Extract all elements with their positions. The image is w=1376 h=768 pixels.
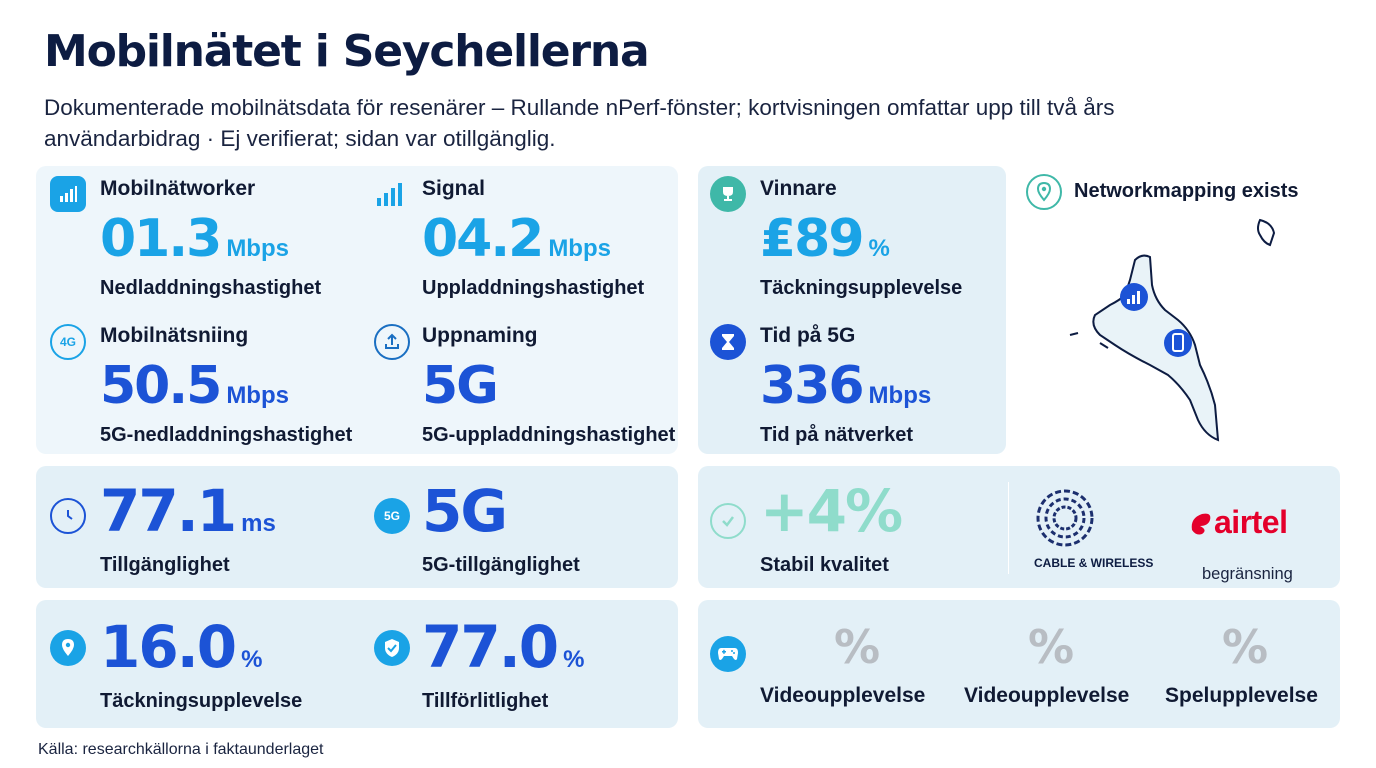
stat-sublabel: Tillförlitlighet <box>422 690 549 712</box>
stat-value: 77.1 ms <box>100 478 276 557</box>
airtel-note: begränsning <box>1202 565 1293 583</box>
hourglass-icon <box>710 324 746 360</box>
stat-unit: Mbps <box>548 235 611 262</box>
signal-bars-icon <box>50 176 86 212</box>
stat-value: 77.0% <box>422 614 584 693</box>
stat-value: 01.3 Mbps <box>100 209 289 279</box>
stat-unit: % <box>563 646 585 673</box>
clock-icon <box>50 498 86 534</box>
stat-sublabel: Nedladdningshastighet <box>100 277 322 299</box>
map-pin-icon <box>1026 174 1062 210</box>
upload-icon <box>374 324 410 360</box>
experience-panel <box>698 600 1340 728</box>
4g-icon-text: 4G <box>59 335 76 349</box>
stat-label: Tid på 5G <box>760 324 856 347</box>
video-experience-label: Videoupplevelse <box>760 684 926 707</box>
stat-sublabel: Täckningsupplevelse <box>100 690 303 712</box>
location-pin-icon <box>50 630 86 666</box>
stat-value: 5G <box>422 356 503 426</box>
stat-number: 336 <box>760 356 865 416</box>
5g-icon-text: 5G <box>383 509 400 523</box>
5g-icon: 5G <box>374 498 410 534</box>
divider <box>1008 482 1009 574</box>
latency-panel <box>36 466 678 588</box>
stat-unit: Mbps <box>868 382 932 409</box>
airtel-text: airtel <box>1214 504 1288 540</box>
cable-wireless-text: CABLE & WIRELESS <box>1034 556 1154 570</box>
stat-value: +4% <box>760 477 903 545</box>
stat-unit: Mbps <box>226 382 289 409</box>
stat-label: Vinnare <box>760 177 837 200</box>
stat-label: Mobilnätsniing <box>100 324 249 347</box>
stat-value: 5G <box>422 477 508 545</box>
stat-sublabel: Täckningsupplevelse <box>760 277 963 299</box>
stat-label: Mobilnätworker <box>100 177 256 200</box>
stat-unit: ms <box>241 510 276 537</box>
stat-label: Signal <box>422 177 486 200</box>
quality-panel <box>698 466 1340 588</box>
stat-value: 04.2 Mbps <box>422 209 611 279</box>
stat-value: 50.5 Mbps <box>100 356 289 426</box>
stat-value: ₤89% <box>760 209 890 279</box>
stat-number: 01.3 <box>100 209 222 269</box>
coverage-panel <box>36 600 678 728</box>
trophy-icon <box>710 176 746 212</box>
stat-value: 336 Mbps <box>760 356 931 426</box>
stat-value: 16.0% <box>100 614 262 693</box>
signal-bars-icon <box>374 176 410 212</box>
check-circle-icon <box>710 503 746 539</box>
stat-sublabel: Uppladdningshastighet <box>422 277 645 299</box>
stat-sublabel: Tid på nätverket <box>760 424 914 446</box>
cable-wireless-logo: CABLE & WIRELESS <box>1030 488 1170 578</box>
stat-sublabel: 5G-nedladdningshastighet <box>100 424 353 446</box>
video-experience-2-label: Videoupplevelse <box>964 684 1130 707</box>
4g-icon: 4G <box>50 324 86 360</box>
island-map <box>1060 215 1300 455</box>
stat-sublabel: 5G-uppladdningshastighet <box>422 424 676 446</box>
winner-panel <box>698 166 1006 454</box>
shield-check-icon <box>374 630 410 666</box>
source-note: Källa: researchkällorna i faktaunderlage… <box>38 741 324 758</box>
stat-label: Uppnaming <box>422 324 538 347</box>
video-experience-value: % <box>834 620 881 674</box>
stat-number: 04.2 <box>422 209 544 269</box>
stat-unit: % <box>868 235 890 262</box>
game-experience-label: Spelupplevelse <box>1165 684 1318 707</box>
stat-sublabel: Tillgänglighet <box>100 554 230 576</box>
stat-number: 16.0 <box>100 613 237 681</box>
map-label: Networkmapping exists <box>1074 180 1299 202</box>
gamepad-icon <box>710 636 746 672</box>
stat-number: 5G <box>422 477 508 545</box>
top-stats-panel <box>36 166 678 454</box>
stat-number: ₤89 <box>760 209 865 269</box>
game-experience-value: % <box>1222 620 1269 674</box>
page-title: Mobilnätet i Seychellerna <box>44 26 650 77</box>
stat-sublabel: Stabil kvalitet <box>760 554 889 576</box>
stat-number: 77.0 <box>422 613 559 681</box>
stat-number: 50.5 <box>100 356 222 416</box>
stat-number: 77.1 <box>100 477 237 545</box>
video-experience-2-value: % <box>1028 620 1075 674</box>
stat-unit: Mbps <box>226 235 289 262</box>
stat-sublabel: 5G-tillgänglighet <box>422 554 580 576</box>
page-subtitle: Dokumenterade mobilnätsdata för resenäre… <box>44 95 1115 151</box>
stat-unit: % <box>241 646 263 673</box>
stat-number: 5G <box>422 356 499 416</box>
